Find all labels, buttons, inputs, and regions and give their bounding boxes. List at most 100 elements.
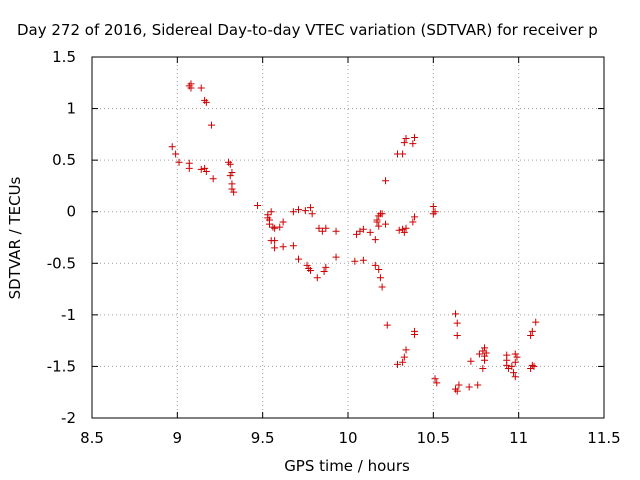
- data-point: [395, 226, 403, 234]
- data-point: [481, 344, 489, 352]
- data-point: [276, 223, 284, 231]
- data-point: [202, 98, 210, 106]
- data-point: [481, 356, 489, 364]
- data-point: [254, 202, 262, 210]
- y-tick-label: 1.5: [52, 48, 76, 66]
- data-point: [269, 223, 277, 231]
- data-point: [399, 150, 407, 158]
- x-tick-label: 9.5: [251, 429, 275, 447]
- data-point: [306, 267, 314, 275]
- y-tick-label: -1.5: [47, 357, 76, 375]
- data-point: [383, 321, 391, 329]
- data-point: [376, 274, 384, 282]
- data-point: [399, 358, 407, 366]
- data-point: [313, 274, 321, 282]
- data-point: [528, 361, 536, 369]
- x-tick-label: 10.5: [417, 429, 450, 447]
- data-point: [378, 283, 386, 291]
- data-points: [168, 80, 540, 395]
- data-point: [172, 150, 180, 158]
- data-point: [301, 207, 309, 215]
- data-point: [503, 361, 511, 369]
- data-point: [409, 140, 417, 148]
- data-point: [382, 220, 390, 228]
- data-point: [400, 139, 408, 147]
- data-point: [207, 121, 215, 129]
- data-point: [359, 256, 367, 264]
- data-point: [373, 216, 381, 224]
- grid-lines: [92, 57, 604, 418]
- data-point: [508, 362, 516, 370]
- data-point: [322, 263, 330, 271]
- y-tick-label: -2: [61, 409, 76, 427]
- data-point: [511, 358, 519, 366]
- data-point: [402, 346, 410, 354]
- y-tick-label: -0.5: [47, 254, 76, 272]
- data-point: [197, 84, 205, 92]
- data-point: [475, 350, 483, 358]
- x-tick-label: 9: [173, 429, 183, 447]
- y-tick-label: -1: [61, 306, 76, 324]
- data-point: [185, 164, 193, 172]
- data-point: [295, 255, 303, 263]
- data-point: [411, 133, 419, 141]
- data-point: [371, 236, 379, 244]
- data-point: [271, 224, 279, 232]
- data-point: [532, 318, 540, 326]
- data-point: [271, 237, 279, 245]
- y-tick-label: 0: [66, 203, 76, 221]
- data-point: [168, 143, 176, 151]
- data-point: [411, 213, 419, 221]
- chart-title: Day 272 of 2016, Sidereal Day-to-day VTE…: [17, 21, 598, 39]
- data-point: [351, 257, 359, 265]
- data-point: [378, 210, 386, 218]
- data-point: [332, 227, 340, 235]
- data-point: [402, 224, 410, 232]
- data-point: [267, 208, 275, 216]
- data-point: [209, 175, 217, 183]
- data-point: [201, 164, 209, 172]
- x-axis-label: GPS time / hours: [284, 457, 410, 475]
- data-point: [279, 218, 287, 226]
- data-point: [465, 383, 473, 391]
- x-tick-label: 10: [338, 429, 357, 447]
- data-point: [409, 218, 417, 226]
- data-point: [308, 210, 316, 218]
- data-point: [431, 375, 439, 383]
- data-point: [382, 177, 390, 185]
- data-point: [455, 381, 463, 389]
- x-tick-label: 11: [509, 429, 528, 447]
- data-point: [513, 353, 521, 361]
- data-point: [400, 228, 408, 236]
- data-point: [279, 243, 287, 251]
- data-point: [479, 364, 487, 372]
- data-point: [527, 331, 535, 339]
- data-point: [226, 160, 234, 168]
- y-tick-label: 1: [66, 100, 76, 118]
- data-point: [315, 224, 323, 232]
- data-point: [402, 134, 410, 142]
- data-point: [175, 158, 183, 166]
- data-point: [332, 253, 340, 261]
- x-tick-label: 11.5: [587, 429, 620, 447]
- data-point: [230, 188, 238, 196]
- data-point: [228, 169, 236, 177]
- data-point: [289, 208, 297, 216]
- data-point: [433, 379, 441, 387]
- data-point: [375, 265, 383, 273]
- y-axis-label: SDTVAR / TECUs: [6, 176, 24, 299]
- data-point: [318, 227, 326, 235]
- data-point: [528, 327, 536, 335]
- data-point: [431, 208, 439, 216]
- data-point: [228, 185, 236, 193]
- data-point: [511, 373, 519, 381]
- data-point: [400, 353, 408, 361]
- data-point: [353, 230, 361, 238]
- data-point: [453, 331, 461, 339]
- y-tick-label: 0.5: [52, 151, 76, 169]
- data-point: [510, 369, 518, 377]
- data-point: [453, 387, 461, 395]
- data-point: [375, 222, 383, 230]
- data-point: [303, 261, 311, 269]
